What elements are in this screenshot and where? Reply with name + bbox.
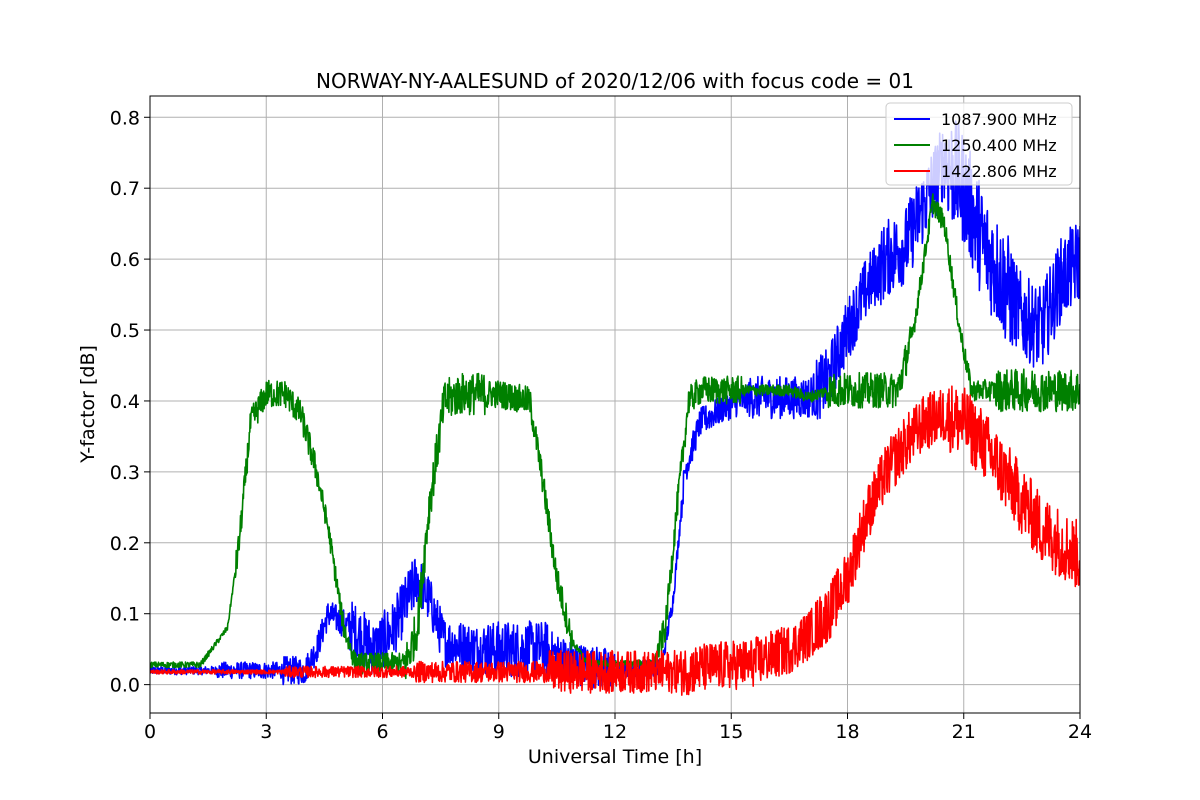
y-tick-label: 0.5 <box>110 320 140 342</box>
x-tick-label: 6 <box>376 721 388 743</box>
y-tick-label: 0.4 <box>110 391 140 413</box>
legend-label-1422: 1422.806 MHz <box>941 162 1057 181</box>
y-tick-label: 0.7 <box>110 178 140 200</box>
x-tick-label: 21 <box>952 721 976 743</box>
x-tick-label: 0 <box>144 721 156 743</box>
series-line-2 <box>150 385 1080 696</box>
x-tick-label: 18 <box>835 721 859 743</box>
y-tick-label: 0.6 <box>110 249 140 271</box>
y-tick-label: 0.1 <box>110 604 140 626</box>
y-tick-label: 0.8 <box>110 107 140 129</box>
y-tick-label: 0.2 <box>110 533 140 555</box>
ticks: 0 3 6 9 12 15 18 21 24 0.0 0.1 0.2 0.3 0.4 0.5 0.6 0.7 0.… <box>110 107 1092 743</box>
chart-title: NORWAY-NY-AALESUND of 2020/12/06 with fo… <box>316 69 914 93</box>
legend-label-1087: 1087.900 MHz <box>941 110 1057 129</box>
legend-box <box>885 102 1073 186</box>
x-tick-label: 9 <box>493 721 505 743</box>
x-tick-label: 3 <box>260 721 272 743</box>
legend-label-1250: 1250.400 MHz <box>941 136 1057 155</box>
y-tick-label: 0.0 <box>110 675 140 697</box>
y-tick-label: 0.3 <box>110 462 140 484</box>
x-axis-label: Universal Time [h] <box>528 746 702 768</box>
legend: 1087.900 MHz 1250.400 MHz 1422.806 MHz <box>885 102 1073 186</box>
x-tick-label: 12 <box>603 721 627 743</box>
series-layer <box>150 120 1080 696</box>
x-tick-label: 24 <box>1068 721 1092 743</box>
y-axis-label: Y-factor [dB] <box>77 345 99 464</box>
x-tick-label: 15 <box>719 721 743 743</box>
